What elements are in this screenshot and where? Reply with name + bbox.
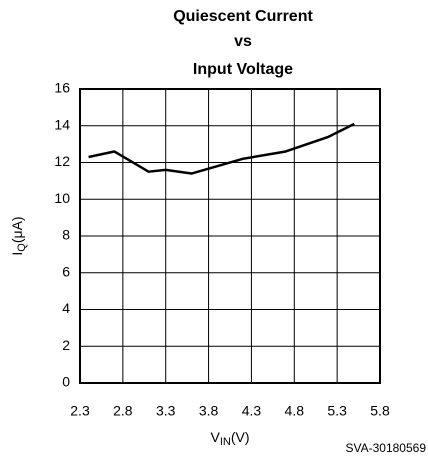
y-tick-label: 6 (62, 263, 70, 279)
x-tick-label: 5.8 (370, 403, 390, 419)
y-tick-label: 14 (54, 116, 70, 132)
x-tick-label: 3.3 (156, 403, 176, 419)
chart-title: Quiescent Current (173, 8, 313, 25)
y-tick-label: 8 (62, 227, 70, 243)
x-label-main: V (210, 429, 220, 445)
y-tick-label: 12 (54, 153, 70, 169)
chart-title: vs (234, 33, 252, 50)
y-axis-label: IQ(μA) (9, 216, 28, 255)
x-tick-label: 5.3 (327, 403, 347, 419)
y-tick-label: 0 (62, 374, 70, 390)
x-tick-label: 2.3 (70, 403, 90, 419)
x-tick-label: 2.8 (113, 403, 133, 419)
y-label-unit: (μA) (9, 216, 25, 243)
x-axis-label: VIN(V) (210, 429, 249, 448)
y-label-sub: Q (16, 243, 28, 252)
x-label-sub: IN (220, 436, 231, 448)
chart-title: Input Voltage (193, 61, 293, 78)
data-line (88, 122, 355, 175)
y-label-main: I (9, 252, 25, 256)
y-tick-label: 16 (54, 80, 70, 96)
y-tick-label: 2 (62, 337, 70, 353)
y-tick-label: 4 (62, 300, 70, 316)
plot-frame (79, 88, 381, 384)
footnote: SVA-30180569 (345, 441, 426, 455)
x-label-unit: (V) (231, 429, 250, 445)
x-tick-label: 4.8 (285, 403, 305, 419)
y-tick-label: 10 (54, 190, 70, 206)
x-tick-label: 3.8 (199, 403, 219, 419)
x-tick-label: 4.3 (242, 403, 262, 419)
